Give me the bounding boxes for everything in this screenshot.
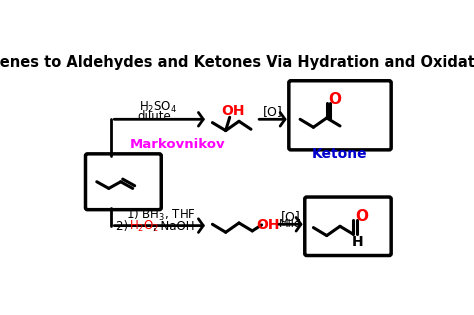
Text: 1) BH$_3$, THF: 1) BH$_3$, THF: [126, 207, 196, 223]
FancyBboxPatch shape: [85, 154, 161, 210]
Text: H$_2$SO$_4$: H$_2$SO$_4$: [139, 100, 177, 115]
Text: O: O: [355, 209, 368, 225]
Text: Alkenes to Aldehydes and Ketones Via Hydration and Oxidation: Alkenes to Aldehydes and Ketones Via Hyd…: [0, 54, 474, 70]
FancyBboxPatch shape: [289, 81, 391, 150]
Text: H: H: [352, 235, 364, 249]
FancyBboxPatch shape: [305, 197, 391, 255]
Text: dilute: dilute: [138, 110, 172, 123]
Text: OH: OH: [221, 104, 245, 117]
Text: [O]: [O]: [263, 106, 283, 118]
Text: OH: OH: [256, 218, 280, 232]
Text: [O]: [O]: [281, 210, 301, 223]
Text: Mild: Mild: [279, 219, 302, 229]
Text: Markovnikov: Markovnikov: [130, 138, 226, 151]
Text: 2): 2): [116, 220, 132, 233]
Text: H$_2$O$_2$: H$_2$O$_2$: [128, 219, 159, 234]
Text: Ketone: Ketone: [312, 147, 368, 161]
Text: , NaOH: , NaOH: [153, 220, 195, 233]
Text: O: O: [328, 92, 341, 107]
